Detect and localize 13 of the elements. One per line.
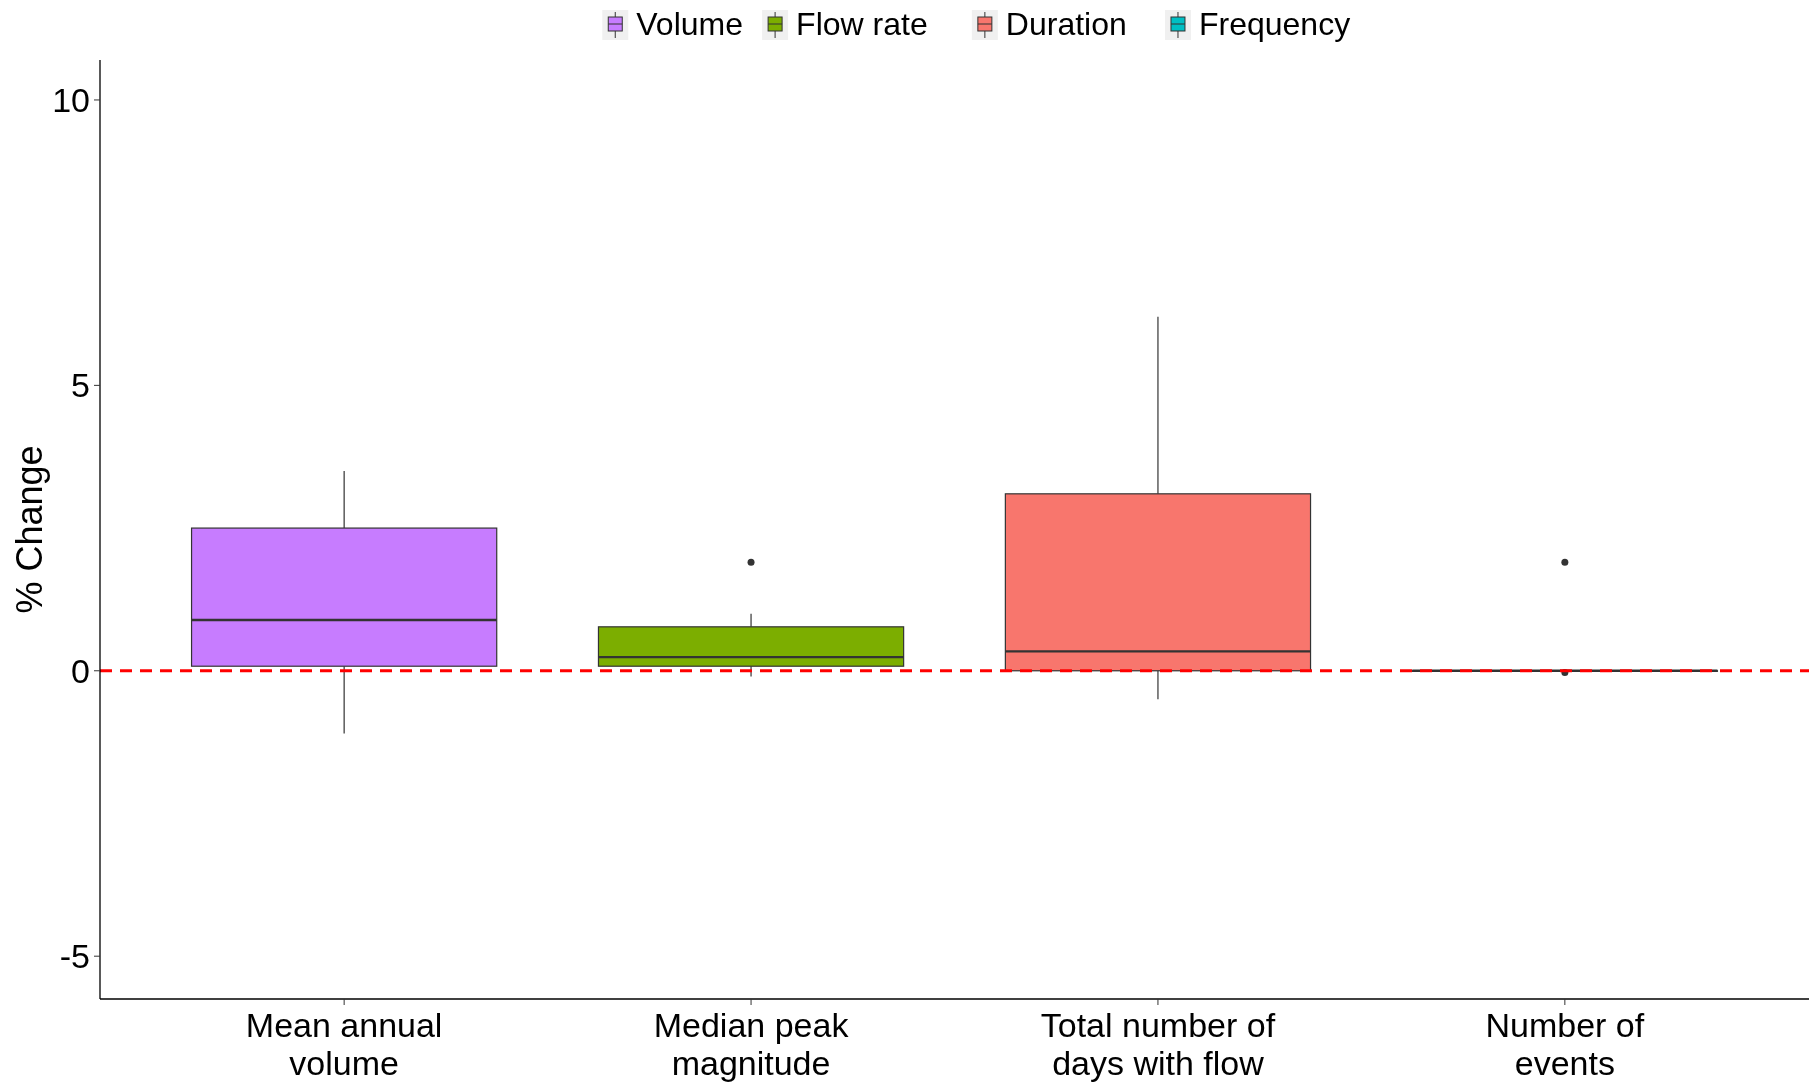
x-tick-label: Number of events — [1485, 1006, 1645, 1082]
x-tick-label: Mean annual volume — [245, 1006, 443, 1082]
y-axis-title: % Change — [9, 445, 50, 614]
y-tick-label: 10 — [52, 80, 90, 119]
x-tick-label: Total number of days with flow — [1040, 1006, 1276, 1082]
legend-label: Volume — [636, 6, 743, 43]
x-tick-label: Median peak magnitude — [653, 1006, 850, 1082]
legend-label: Duration — [1005, 6, 1127, 43]
y-tick-label: 5 — [71, 366, 90, 405]
y-tick-label: 0 — [71, 651, 90, 690]
legend-label: Flow rate — [796, 6, 928, 43]
legend-label: Frequency — [1198, 6, 1351, 43]
y-tick-label: -5 — [59, 937, 90, 976]
